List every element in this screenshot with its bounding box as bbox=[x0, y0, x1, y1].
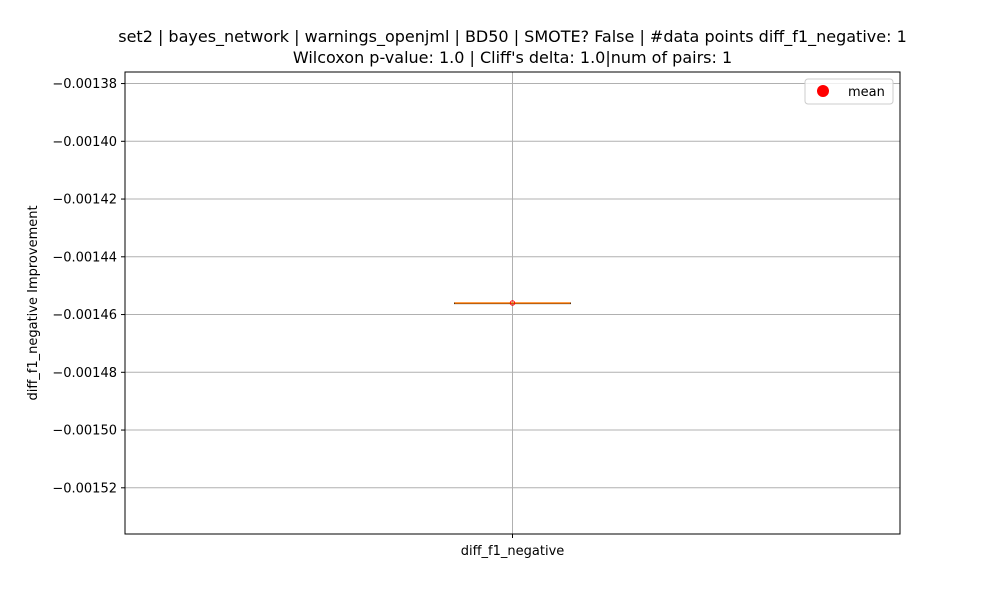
box-plot bbox=[454, 300, 571, 306]
y-axis-ticks: −0.00138 −0.00140 −0.00142 −0.00144 −0.00146… bbox=[52, 77, 125, 496]
x-tick-label: diff_f1_negative bbox=[461, 544, 565, 559]
y-tick-label: −0.00138 bbox=[52, 77, 117, 92]
y-tick-label: −0.00152 bbox=[52, 481, 117, 496]
x-axis-ticks: diff_f1_negative bbox=[461, 534, 565, 559]
y-tick-label: −0.00140 bbox=[52, 135, 117, 150]
mean-marker bbox=[509, 300, 516, 306]
legend: mean bbox=[804, 78, 894, 105]
legend-mean-label: mean bbox=[848, 85, 885, 100]
y-tick-label: −0.00142 bbox=[52, 193, 117, 208]
chart-title-line-2: Wilcoxon p-value: 1.0 | Cliff's delta: 1… bbox=[292, 48, 733, 67]
y-tick-label: −0.00150 bbox=[52, 424, 117, 439]
legend-frame bbox=[804, 78, 894, 105]
chart-title-line-1: set2 | bayes_network | warnings_openjml … bbox=[118, 27, 907, 46]
chart-title: set2 | bayes_network | warnings_openjml … bbox=[0, 26, 1000, 68]
y-tick-label: −0.00146 bbox=[52, 308, 117, 323]
y-axis-label: diff_f1_negative Improvement bbox=[26, 205, 41, 400]
y-tick-label: −0.00144 bbox=[52, 250, 117, 265]
y-tick-label: −0.00148 bbox=[52, 366, 117, 381]
legend-mean-marker bbox=[817, 85, 829, 97]
grid-lines bbox=[125, 72, 900, 534]
